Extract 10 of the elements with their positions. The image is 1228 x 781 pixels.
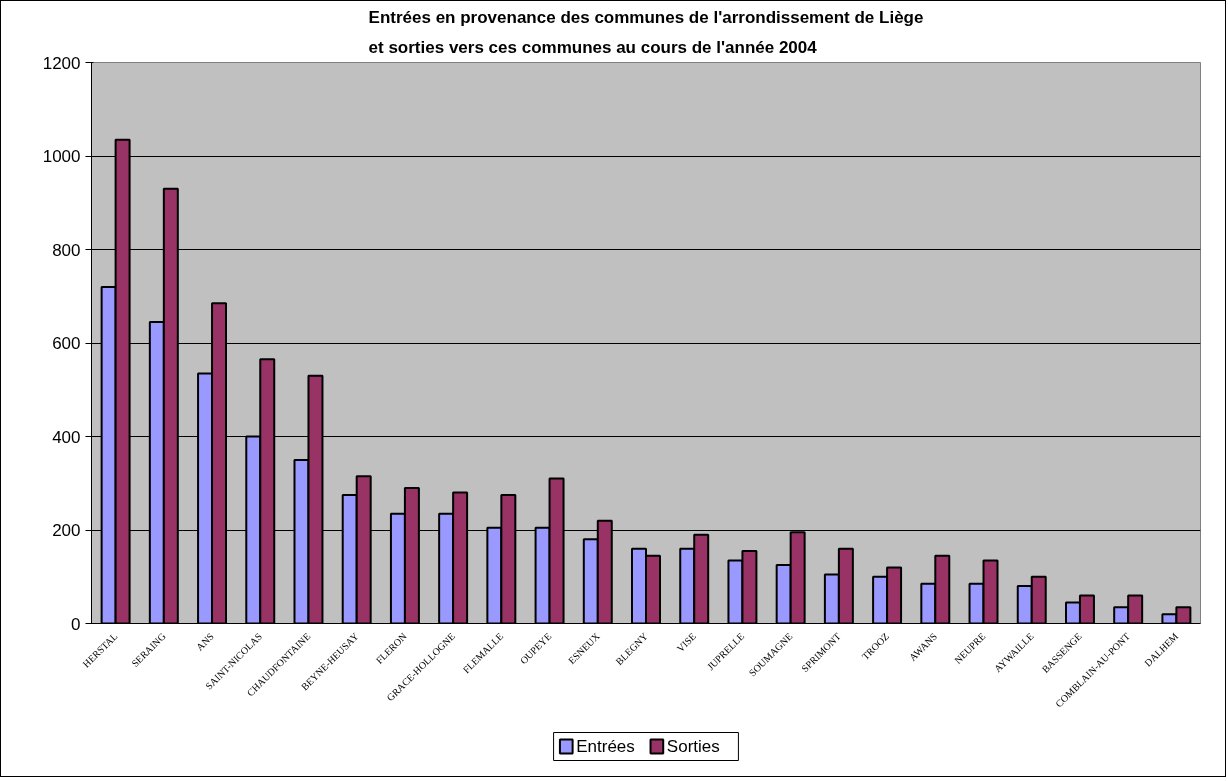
- y-tick-label: 400: [52, 427, 81, 447]
- legend-label: Sorties: [666, 737, 720, 756]
- legend-label: Entrées: [576, 737, 635, 756]
- y-tick-label: 600: [52, 334, 81, 353]
- y-tick-label: 1000: [42, 147, 81, 166]
- chart-title: Entrées en provenance des communes de l'arrondissement de Liège et sorties vers ces communes au cours de l'année 2004: [368, 8, 924, 58]
- y-tick-label: 1200: [42, 53, 81, 73]
- y-tick-label: 800: [52, 240, 81, 260]
- y-tick-label: 0: [71, 614, 81, 634]
- y-tick-label: 200: [52, 521, 81, 540]
